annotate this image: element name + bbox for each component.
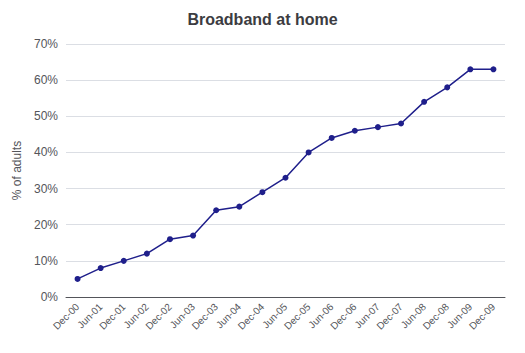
svg-text:Dec-03: Dec-03 (190, 301, 221, 332)
svg-text:50%: 50% (34, 109, 58, 123)
svg-text:Dec-04: Dec-04 (236, 301, 267, 332)
svg-text:Dec-00: Dec-00 (51, 301, 82, 332)
svg-text:Jun-05: Jun-05 (260, 301, 290, 331)
svg-text:Dec-05: Dec-05 (282, 301, 313, 332)
svg-text:Jun-06: Jun-06 (306, 301, 336, 331)
svg-text:Dec-02: Dec-02 (143, 301, 174, 332)
svg-text:Jun-07: Jun-07 (352, 301, 382, 331)
svg-text:Jun-04: Jun-04 (213, 301, 244, 331)
svg-text:10%: 10% (34, 254, 58, 268)
svg-text:30%: 30% (34, 182, 58, 196)
svg-text:Jun-03: Jun-03 (167, 301, 197, 331)
svg-text:Jun-09: Jun-09 (444, 301, 475, 331)
svg-text:Jun-01: Jun-01 (75, 301, 105, 331)
svg-text:Dec-06: Dec-06 (328, 301, 359, 332)
svg-text:70%: 70% (34, 37, 58, 51)
svg-text:Broadband at home: Broadband at home (187, 11, 337, 28)
svg-text:40%: 40% (34, 145, 58, 159)
svg-text:Jun-02: Jun-02 (121, 301, 151, 331)
svg-text:Dec-01: Dec-01 (97, 301, 128, 332)
svg-text:Dec-09: Dec-09 (467, 301, 498, 332)
svg-text:% of adults: % of adults (10, 141, 24, 200)
svg-text:Dec-08: Dec-08 (421, 301, 452, 332)
svg-text:Dec-07: Dec-07 (374, 301, 405, 332)
svg-text:0%: 0% (41, 290, 59, 304)
svg-text:Jun-08: Jun-08 (398, 301, 428, 331)
svg-text:60%: 60% (34, 73, 58, 87)
svg-text:20%: 20% (34, 218, 58, 232)
